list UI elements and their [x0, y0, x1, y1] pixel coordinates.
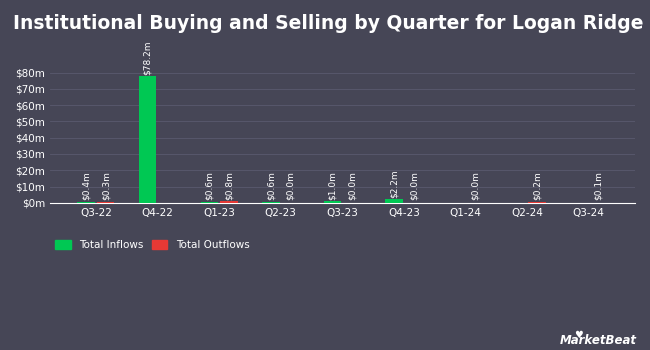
Bar: [139, 76, 156, 203]
Text: $0.0m: $0.0m: [471, 172, 480, 200]
Bar: [385, 199, 403, 203]
Text: $0.3m: $0.3m: [101, 172, 111, 200]
Text: $0.0m: $0.0m: [286, 172, 295, 200]
Text: $0.0m: $0.0m: [348, 172, 357, 200]
Bar: [97, 202, 114, 203]
Text: $2.2m: $2.2m: [389, 170, 398, 198]
Text: $78.2m: $78.2m: [143, 40, 152, 75]
Text: $0.0m: $0.0m: [410, 172, 419, 200]
Bar: [263, 202, 280, 203]
Bar: [77, 202, 95, 203]
Text: ♥: ♥: [574, 329, 583, 340]
Text: $0.6m: $0.6m: [266, 172, 276, 200]
Text: Institutional Buying and Selling by Quarter for Logan Ridge Finance: Institutional Buying and Selling by Quar…: [13, 14, 650, 33]
Text: $0.1m: $0.1m: [594, 172, 603, 200]
Bar: [324, 201, 341, 203]
Text: $1.0m: $1.0m: [328, 172, 337, 200]
Bar: [220, 202, 238, 203]
Text: $0.6m: $0.6m: [205, 172, 214, 200]
Bar: [201, 202, 218, 203]
Text: MarketBeat: MarketBeat: [560, 334, 637, 346]
Text: $0.8m: $0.8m: [224, 172, 233, 200]
Text: $0.2m: $0.2m: [532, 172, 541, 200]
Legend: Total Inflows, Total Outflows: Total Inflows, Total Outflows: [55, 240, 250, 250]
Text: $0.4m: $0.4m: [82, 172, 90, 200]
